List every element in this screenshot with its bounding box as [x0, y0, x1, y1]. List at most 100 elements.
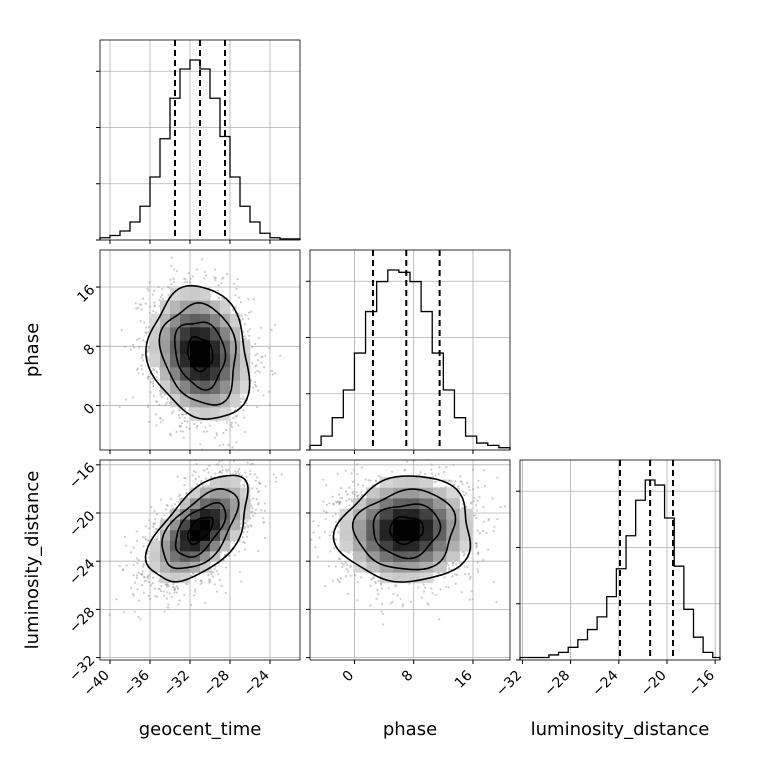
scatter-point: [246, 524, 249, 527]
scatter-point: [148, 519, 151, 522]
scatter-point: [468, 598, 471, 601]
scatter-point: [253, 473, 257, 476]
density-cell: [180, 380, 191, 394]
scatter-point: [481, 530, 484, 533]
scatter-point: [360, 576, 363, 579]
density-cell: [230, 313, 241, 328]
density-cell: [170, 313, 181, 328]
scatter-point: [217, 573, 220, 576]
density-cell: [240, 353, 251, 368]
scatter-point: [136, 368, 139, 371]
scatter-point: [140, 308, 143, 311]
scatter-point: [192, 470, 196, 473]
scatter-point: [235, 287, 238, 291]
scatter-point: [148, 281, 151, 284]
scatter-point: [212, 571, 215, 574]
scatter-point: [208, 578, 211, 582]
scatter-point: [155, 400, 158, 403]
scatter-point: [177, 495, 180, 498]
scatter-point: [220, 471, 223, 474]
scatter-point: [158, 403, 161, 406]
density-cell: [180, 572, 191, 584]
scatter-point: [178, 409, 181, 412]
scatter-point: [260, 509, 263, 512]
density-geocent-time-vs-luminosity-distance: −40 −36 −32 −28 −24−32−28−24−20−16: [66, 428, 301, 700]
scatter-point: [149, 391, 152, 394]
scatter-point: [161, 288, 164, 291]
scatter-point: [166, 585, 169, 588]
scatter-point: [409, 600, 413, 603]
scatter-point: [153, 587, 156, 590]
scatter-point: [193, 594, 196, 597]
scatter-point: [135, 307, 138, 310]
scatter-point: [158, 580, 161, 583]
density-cell: [170, 353, 181, 368]
scatter-point: [138, 599, 141, 602]
density-cell: [220, 519, 231, 531]
density-cell: [150, 540, 161, 552]
scatter-point: [262, 394, 265, 397]
scatter-point: [167, 585, 170, 588]
scatter-point: [471, 598, 474, 601]
scatter-point: [252, 298, 256, 301]
scatter-point: [147, 289, 150, 292]
scatter-point: [241, 397, 244, 401]
scatter-point: [222, 443, 225, 446]
scatter-point: [133, 346, 136, 349]
scatter-point: [147, 580, 150, 584]
scatter-point: [232, 417, 235, 420]
scatter-point: [152, 576, 155, 580]
scatter-point: [251, 487, 254, 490]
scatter-point: [178, 493, 182, 496]
scatter-point: [142, 339, 145, 342]
density-cell: [220, 540, 231, 552]
density-cell: [200, 407, 211, 421]
scatter-point: [152, 395, 156, 398]
density-cell: [190, 300, 201, 314]
scatter-point: [177, 500, 180, 504]
scatter-point: [123, 610, 126, 614]
scatter-point: [220, 282, 223, 285]
scatter-point: [146, 577, 149, 580]
scatter-point: [353, 493, 356, 496]
scatter-point: [203, 270, 206, 273]
scatter-point: [171, 411, 174, 415]
contour-level-2: [158, 302, 237, 406]
scatter-point: [147, 375, 150, 378]
scatter-point: [132, 546, 135, 549]
scatter-point: [225, 429, 228, 432]
scatter-point: [132, 594, 135, 597]
scatter-point: [274, 480, 277, 483]
scatter-point: [159, 589, 162, 593]
scatter-point: [207, 471, 210, 474]
scatter-point: [204, 426, 207, 429]
scatter-point: [268, 403, 271, 407]
scatter-point: [289, 428, 291, 430]
scatter-point: [248, 328, 251, 331]
scatter-point: [244, 471, 247, 474]
scatter-point: [230, 421, 233, 424]
scatter-point: [201, 258, 204, 261]
density-cell: [170, 519, 181, 531]
scatter-point: [153, 305, 156, 308]
x-tick-label-luminosity-distance: −24: [589, 667, 621, 699]
scatter-point: [244, 430, 247, 434]
scatter-point: [200, 581, 203, 584]
scatter-point: [145, 326, 148, 329]
scatter-point: [243, 541, 246, 544]
scatter-point: [199, 579, 203, 582]
scatter-point: [161, 395, 164, 399]
scatter-point: [159, 296, 162, 299]
density-cell: [170, 551, 181, 562]
scatter-point: [146, 405, 149, 408]
density-cell: [160, 380, 171, 394]
scatter-point: [199, 421, 202, 424]
scatter-point: [137, 616, 140, 619]
scatter-point: [218, 460, 221, 463]
scatter-point: [138, 337, 141, 340]
scatter-point: [250, 463, 253, 466]
scatter-point: [268, 390, 271, 393]
density-cell: [170, 561, 181, 573]
scatter-point: [275, 476, 278, 479]
